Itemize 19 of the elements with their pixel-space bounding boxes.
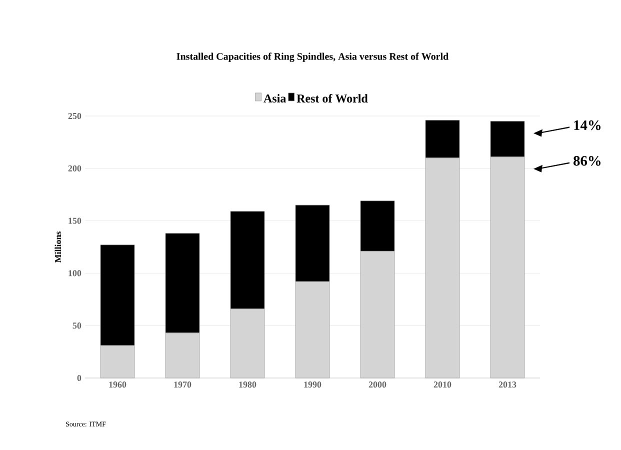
chart-title: Installed Capacities of Ring Spindles, Asia versus Rest of World: [176, 52, 449, 62]
y-tick-label: 200: [68, 165, 82, 172]
x-tick-label: 2013: [498, 382, 516, 388]
y-tick-label: 250: [68, 112, 82, 120]
y-tick-label: 0: [77, 374, 82, 382]
x-tick-label: 1980: [239, 382, 256, 388]
x-tick-label: 2010: [434, 382, 452, 388]
x-tick-label: 1960: [109, 382, 126, 388]
text: 86%: [574, 156, 600, 166]
y-axis-title: Millions: [54, 231, 62, 263]
legend-label: Rest of World: [296, 94, 368, 103]
text: 14%: [574, 120, 600, 130]
y-tick-label: 150: [68, 218, 82, 224]
y-tick-label: 50: [72, 322, 82, 329]
x-tick-label: 1970: [174, 382, 192, 388]
y-tick-label: 100: [68, 270, 82, 276]
x-tick-label: 1990: [304, 382, 322, 388]
x-tick-label: 2000: [368, 382, 386, 388]
legend-label: Asia: [264, 94, 286, 102]
